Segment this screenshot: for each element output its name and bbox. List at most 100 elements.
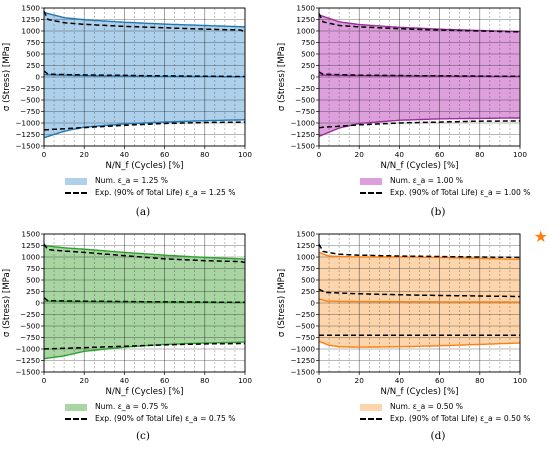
y-tick-label-b: 750 bbox=[301, 38, 315, 47]
y-tick-label-b: 500 bbox=[301, 50, 315, 59]
experimental-min-line-c bbox=[43, 342, 245, 350]
y-tick-label-d: 750 bbox=[301, 264, 315, 273]
y-tick-label-b: −250 bbox=[295, 84, 315, 93]
experimental-min-line-b bbox=[318, 120, 520, 129]
experimental-max-line-b bbox=[318, 13, 520, 33]
chart-svg-b: 1500125010007505002500−250−500−750−1000−… bbox=[277, 4, 527, 172]
chart-svg-d: 1500125010007505002500−250−500−750−1000−… bbox=[277, 230, 527, 398]
legend-swatch-numerical-c bbox=[65, 403, 87, 411]
y-tick-label-d: −1000 bbox=[290, 345, 315, 354]
y-tick-label-a: −1500 bbox=[15, 142, 40, 151]
y-tick-label-d: −500 bbox=[295, 322, 315, 331]
legend-c: Num. ε_a = 0.75 % Exp. (90% of Total Lif… bbox=[65, 401, 235, 425]
y-tick-label-c: −1000 bbox=[15, 345, 40, 354]
numerical-max-line-d bbox=[318, 251, 520, 260]
y-tick-label-b: 1500 bbox=[296, 4, 315, 13]
x-tick-label-b: 80 bbox=[475, 150, 485, 159]
x-tick-label-b: 20 bbox=[355, 150, 365, 159]
x-tick-label-c: 60 bbox=[160, 376, 170, 385]
experimental-max-line-a bbox=[43, 10, 246, 34]
x-tick-label-d: 80 bbox=[475, 376, 485, 385]
chart-panel-d: 1500 1250 1000 750 500 250 0 −250 −500 −750 −1000−… bbox=[275, 226, 550, 450]
x-tick-label-b: 60 bbox=[435, 150, 445, 159]
y-tick-label-b: 0 bbox=[310, 73, 315, 82]
y-tick-label-a: 1000 bbox=[21, 27, 40, 36]
legend-item-experimental-b: Exp. (90% of Total Life) ε_a = 1.00 % bbox=[360, 187, 530, 199]
chart-svg-a: 1500125010007505002500−250−500−750−1000−… bbox=[2, 4, 252, 172]
y-axis-label-a: σ (Stress) [MPa] bbox=[2, 43, 12, 111]
y-tick-label-a: 1500 bbox=[21, 4, 40, 13]
x-tick-label-c: 100 bbox=[238, 376, 252, 385]
x-tick-label-d: 20 bbox=[355, 376, 365, 385]
caption-a: (a) bbox=[135, 206, 151, 218]
legend-label-experimental-a: Exp. (90% of Total Life) ε_a = 1.25 % bbox=[95, 188, 236, 197]
y-tick-label-b: 250 bbox=[301, 61, 315, 70]
y-tick-label-a: 750 bbox=[26, 38, 40, 47]
x-tick-label-d: 100 bbox=[513, 376, 527, 385]
y-axis-label-b: σ (Stress) [MPa] bbox=[277, 43, 287, 111]
legend-item-numerical-b: Num. ε_a = 1.00 % bbox=[360, 175, 530, 187]
y-tick-label-a: −1250 bbox=[15, 130, 40, 139]
x-tick-label-c: 40 bbox=[120, 376, 130, 385]
legend-label-numerical-c: Num. ε_a = 0.75 % bbox=[95, 402, 169, 411]
y-axis-label-c: σ (Stress) [MPa] bbox=[2, 269, 12, 337]
y-tick-label-c: 1000 bbox=[21, 253, 40, 262]
experimental-mean-line-c bbox=[43, 297, 245, 304]
legend-b: Num. ε_a = 1.00 % Exp. (90% of Total Lif… bbox=[360, 175, 530, 199]
x-tick-label-c: 20 bbox=[80, 376, 90, 385]
y-tick-label-d: 250 bbox=[301, 287, 315, 296]
experimental-max-line-d bbox=[318, 243, 521, 259]
legend-swatch-experimental-c bbox=[65, 418, 87, 420]
y-tick-label-c: 1250 bbox=[21, 241, 40, 250]
y-tick-label-b: 1250 bbox=[296, 15, 315, 24]
y-tick-label-a: 250 bbox=[26, 61, 40, 70]
y-tick-label-c: 250 bbox=[26, 287, 40, 296]
y-tick-label-c: −250 bbox=[20, 310, 40, 319]
legend-label-experimental-b: Exp. (90% of Total Life) ε_a = 1.00 % bbox=[390, 188, 531, 197]
legend-item-experimental-d: Exp. (90% of Total Life) ε_a = 0.50 % bbox=[360, 413, 530, 425]
y-tick-label-c: 0 bbox=[35, 299, 40, 308]
chart-panel-a: 1500 1250 1000 750 500 250 0 −250 −500 −750 −1000−… bbox=[0, 0, 275, 224]
experimental-mean-line-b bbox=[318, 71, 520, 78]
y-tick-label-a: −1000 bbox=[15, 119, 40, 128]
legend-swatch-numerical-d bbox=[360, 403, 382, 411]
legend-label-numerical-d: Num. ε_a = 0.50 % bbox=[390, 402, 464, 411]
y-tick-label-b: −750 bbox=[295, 107, 315, 116]
y-tick-label-b: 1000 bbox=[296, 27, 315, 36]
y-tick-label-b: −1000 bbox=[290, 119, 315, 128]
numerical-max-line-a bbox=[43, 11, 246, 28]
legend-item-numerical-c: Num. ε_a = 0.75 % bbox=[65, 401, 235, 413]
caption-b: (b) bbox=[430, 206, 446, 218]
y-tick-label-c: 500 bbox=[26, 276, 40, 285]
legend-item-numerical-a: Num. ε_a = 1.25 % bbox=[65, 175, 235, 187]
y-tick-label-d: −1500 bbox=[290, 368, 315, 377]
numerical-max-line-c bbox=[43, 244, 246, 260]
x-axis-label-b: N/N_f (Cycles) [%] bbox=[380, 161, 458, 171]
legend-swatch-experimental-b bbox=[360, 192, 382, 194]
y-axis-label-d: σ (Stress) [MPa] bbox=[277, 269, 287, 337]
numerical-mean-line-d bbox=[318, 298, 520, 303]
y-tick-label-c: 750 bbox=[26, 264, 40, 273]
numerical-max-line-b bbox=[318, 14, 521, 33]
legend-swatch-experimental-a bbox=[65, 192, 87, 194]
y-tick-label-d: 500 bbox=[301, 276, 315, 285]
caption-d: (d) bbox=[430, 430, 446, 442]
y-tick-label-d: −250 bbox=[295, 310, 315, 319]
caption-c: (c) bbox=[135, 430, 151, 442]
x-tick-label-a: 20 bbox=[80, 150, 90, 159]
x-tick-label-d: 0 bbox=[317, 376, 322, 385]
y-tick-label-c: −1250 bbox=[15, 356, 40, 365]
legend-label-numerical-a: Num. ε_a = 1.25 % bbox=[95, 176, 169, 185]
legend-label-experimental-c: Exp. (90% of Total Life) ε_a = 0.75 % bbox=[95, 414, 236, 423]
chart-svg-c: 1500125010007505002500−250−500−750−1000−… bbox=[2, 230, 252, 398]
y-tick-label-d: −1250 bbox=[290, 356, 315, 365]
y-tick-label-a: 0 bbox=[35, 73, 40, 82]
y-tick-label-d: 0 bbox=[310, 299, 315, 308]
x-tick-label-b: 100 bbox=[513, 150, 527, 159]
y-tick-label-a: −500 bbox=[20, 96, 40, 105]
experimental-mean-line-a bbox=[43, 70, 245, 78]
experimental-min-line-a bbox=[43, 121, 245, 131]
y-tick-label-c: −750 bbox=[20, 333, 40, 342]
star-icon: ★ bbox=[533, 227, 548, 246]
x-tick-label-a: 0 bbox=[42, 150, 47, 159]
